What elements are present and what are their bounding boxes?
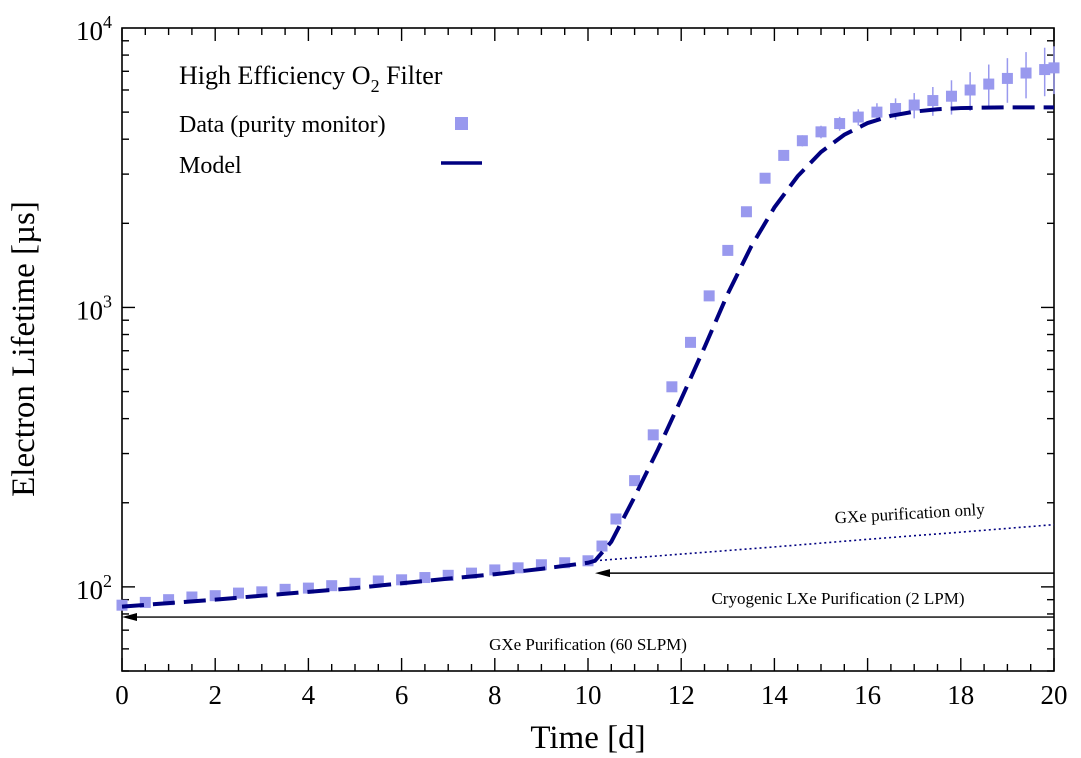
y-tick-label: 104: [76, 12, 112, 46]
data-point: [778, 149, 790, 161]
x-axis-title: Time [d]: [530, 720, 645, 756]
data-point: [233, 587, 244, 599]
data-point: [852, 111, 864, 123]
y-tick-label: 102: [76, 571, 112, 605]
data-point: [186, 591, 198, 603]
data-point: [983, 78, 995, 90]
data-point: [489, 564, 501, 576]
legend: High Efficiency O2 Filter Data (purity m…: [179, 61, 482, 179]
y-tick-base: 10: [76, 575, 103, 605]
annotation-gxe-purification: GXe Purification (60 SLPM): [489, 635, 687, 654]
data-point: [419, 572, 431, 584]
data-point: [535, 559, 547, 571]
y-tick-label: 103: [76, 291, 112, 325]
annotation-arrow-head: [122, 613, 137, 622]
data-point: [685, 336, 697, 348]
data-point: [871, 106, 883, 118]
data-point: [927, 95, 939, 107]
data-point: [326, 580, 338, 592]
data-point: [703, 290, 715, 302]
data-point: [666, 381, 678, 393]
y-tick-exp: 2: [103, 571, 112, 591]
legend-swatch-data: [455, 117, 468, 130]
annotation-arrow-head: [594, 569, 610, 578]
data-point: [815, 126, 827, 138]
model-layer: [121, 105, 1055, 609]
x-tick-label: 18: [947, 680, 974, 710]
data-point: [163, 594, 175, 606]
data-point: [372, 575, 384, 587]
data-point: [1048, 62, 1060, 74]
data-point: [722, 244, 734, 256]
legend-title: High Efficiency O2 Filter: [179, 61, 443, 96]
data-point: [759, 172, 771, 184]
x-tick-label: 4: [302, 680, 316, 710]
model-line: [121, 105, 1054, 609]
data-point: [349, 577, 361, 589]
minor-ticks: [122, 28, 1054, 672]
major-ticks: [121, 28, 1055, 671]
x-tick-labels: 0 2 4 6 8 10 12 14 16 18 20: [115, 680, 1067, 710]
data-point: [945, 90, 957, 102]
x-tick-label: 20: [1041, 680, 1068, 710]
x-tick-label: 10: [575, 680, 602, 710]
x-tick-label: 16: [854, 680, 881, 710]
data-point: [1001, 72, 1013, 84]
x-tick-label: 12: [668, 680, 695, 710]
x-tick-label: 8: [488, 680, 502, 710]
data-point: [1039, 64, 1051, 76]
data-point: [834, 118, 846, 130]
annotation-lxe-purification: Cryogenic LXe Purification (2 LPM): [711, 589, 964, 608]
data-point: [302, 582, 314, 594]
x-tick-label: 0: [115, 680, 129, 710]
y-tick-labels: 102 103 104: [76, 12, 112, 605]
legend-label-data: Data (purity monitor): [179, 112, 386, 138]
data-point: [740, 206, 752, 218]
data-point: [964, 84, 976, 96]
data-point: [596, 540, 608, 552]
data-point: [279, 583, 291, 595]
y-axis-title: Electron Lifetime [µs]: [6, 201, 42, 497]
data-point: [256, 586, 268, 598]
legend-title-sub: 2: [371, 76, 380, 96]
data-point: [908, 99, 920, 111]
data-point: [647, 429, 659, 441]
legend-title-tail: Filter: [380, 61, 443, 90]
data-point: [890, 103, 902, 115]
y-tick-exp: 3: [103, 291, 112, 311]
x-tick-label: 14: [761, 680, 789, 710]
data-point: [512, 562, 524, 574]
data-point: [796, 135, 808, 147]
y-tick-base: 10: [76, 295, 103, 325]
x-tick-label: 6: [395, 680, 409, 710]
x-tick-label: 2: [208, 680, 222, 710]
legend-title-main: High Efficiency O: [179, 61, 371, 90]
data-point: [396, 574, 408, 586]
data-point: [466, 567, 477, 579]
data-point: [442, 569, 454, 581]
data-point: [209, 590, 221, 602]
data-point: [610, 513, 622, 525]
data-point: [559, 557, 571, 569]
gxe-only-dotted-line: [594, 523, 1055, 562]
arrow-layer: [122, 569, 1054, 622]
data-point: [1020, 67, 1032, 79]
legend-label-model: Model: [179, 153, 242, 179]
data-point: [139, 596, 151, 608]
y-tick-base: 10: [76, 16, 103, 46]
y-tick-exp: 4: [103, 12, 112, 32]
data-point: [629, 475, 641, 487]
